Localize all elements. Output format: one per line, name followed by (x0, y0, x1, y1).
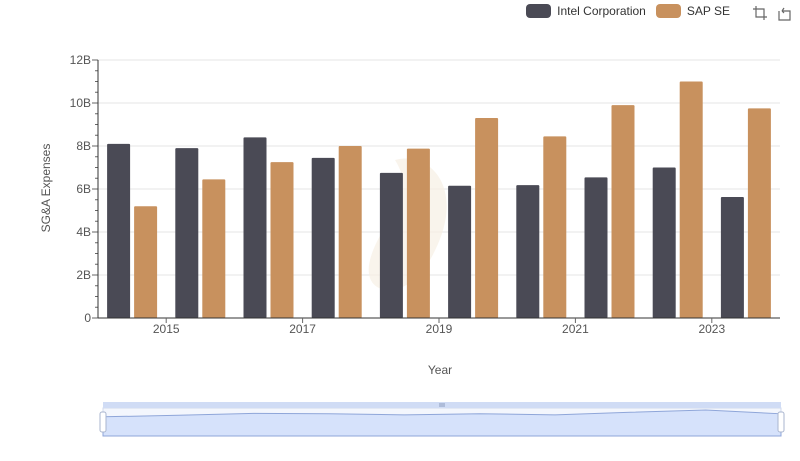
bar-sap[interactable] (475, 118, 499, 318)
bar-intel[interactable] (516, 185, 540, 318)
bar-intel[interactable] (243, 137, 267, 318)
zoom-handle-start[interactable] (99, 411, 107, 433)
bar-sap[interactable] (134, 206, 158, 318)
y-tick-label: 12B (70, 53, 91, 67)
legend: Intel Corporation SAP SE (526, 4, 730, 18)
bar-sap[interactable] (202, 179, 226, 318)
y-tick-label: 0 (84, 311, 91, 325)
bars (107, 81, 771, 319)
bar-sap[interactable] (611, 105, 635, 319)
y-tick-label: 2B (76, 268, 91, 282)
bar-sap[interactable] (543, 136, 567, 318)
legend-label-sap: SAP SE (686, 4, 730, 18)
zoom-icon[interactable] (752, 5, 768, 26)
legend-item-intel[interactable]: Intel Corporation (526, 4, 646, 18)
grid-lines (98, 59, 780, 276)
x-tick-label: 2023 (698, 322, 725, 336)
data-zoom-slider[interactable] (99, 402, 785, 437)
legend-swatch-intel (526, 4, 552, 18)
y-tick-label: 6B (76, 182, 91, 196)
bar-sap[interactable] (270, 162, 294, 318)
x-tick-label: 2017 (289, 322, 316, 336)
x-tick-label: 2019 (426, 322, 453, 336)
bar-intel[interactable] (448, 185, 472, 318)
zoom-preview-area (102, 409, 782, 437)
toolbox (752, 5, 792, 26)
bar-sap[interactable] (679, 81, 703, 319)
bar-sap[interactable] (406, 148, 430, 318)
y-tick-label: 4B (76, 225, 91, 239)
bar-intel[interactable] (720, 196, 744, 318)
legend-swatch-sap (655, 4, 681, 18)
bar-intel[interactable] (107, 143, 131, 318)
zoom-handle-end[interactable] (777, 411, 785, 433)
legend-label-intel: Intel Corporation (557, 4, 646, 18)
legend-item-sap[interactable]: SAP SE (655, 4, 730, 18)
bar-intel[interactable] (584, 177, 608, 318)
bar-sap[interactable] (747, 108, 771, 318)
bar-sap[interactable] (338, 146, 362, 318)
bar-intel[interactable] (311, 157, 335, 318)
restore-icon[interactable] (776, 5, 792, 26)
x-axis-title: Year (428, 363, 452, 377)
y-tick-label: 10B (70, 96, 91, 110)
y-axis-title: SG&A Expenses (39, 144, 53, 233)
y-tick-label: 8B (76, 139, 91, 153)
x-tick-label: 2021 (562, 322, 589, 336)
bar-intel[interactable] (652, 167, 676, 319)
bar-intel[interactable] (175, 148, 199, 318)
axes: 0 2B 4B 6B 8B 10B 12B 2015 2017 2019 2021 2023 (70, 53, 780, 336)
bar-intel[interactable] (379, 172, 403, 318)
x-tick-label: 2015 (153, 322, 180, 336)
